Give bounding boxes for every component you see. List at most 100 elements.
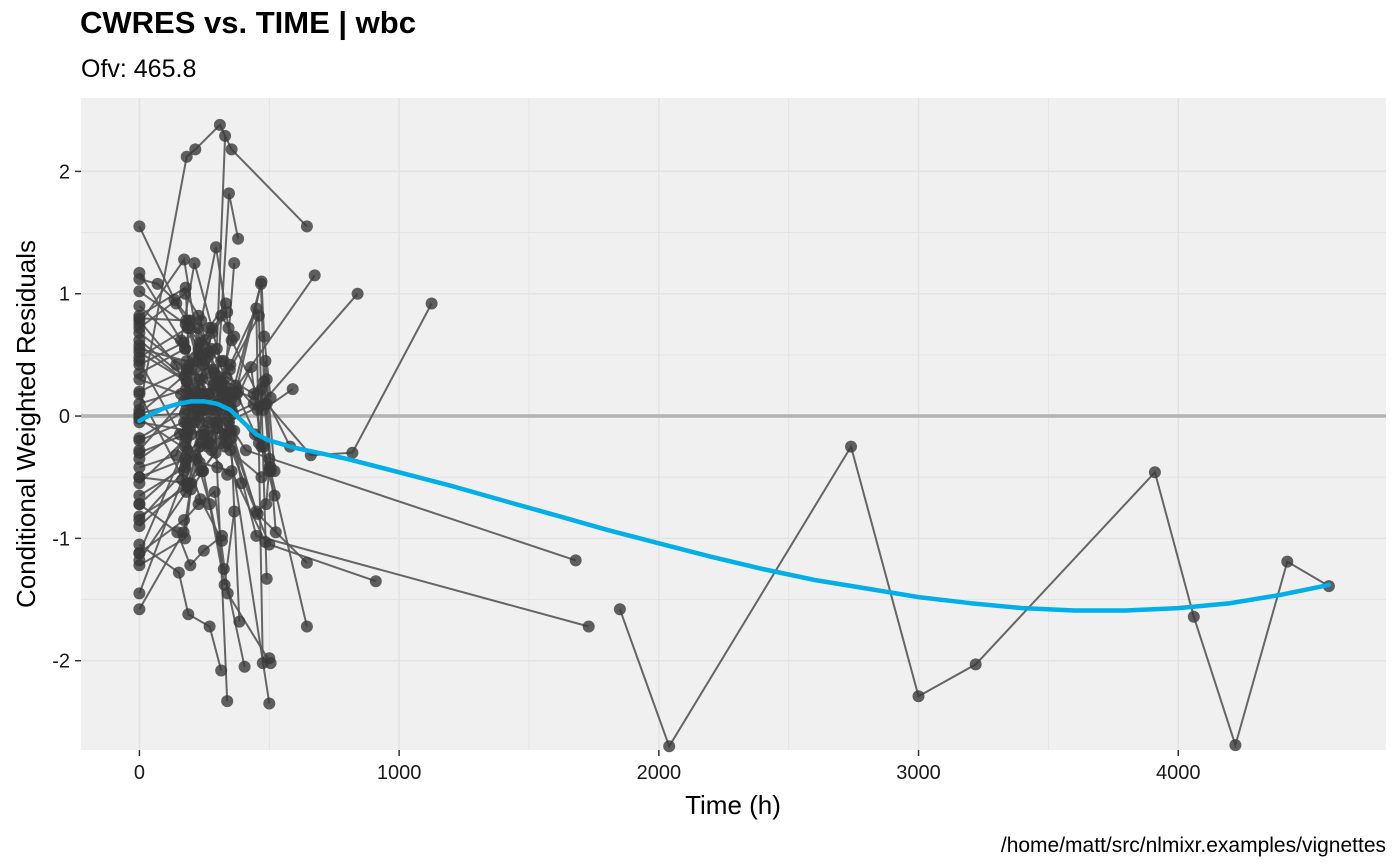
data-point — [263, 652, 276, 665]
y-tick-label: 2 — [59, 161, 70, 183]
data-point — [225, 334, 238, 347]
data-point — [226, 385, 239, 398]
data-point — [1229, 739, 1242, 752]
data-point — [238, 660, 251, 673]
data-point — [256, 403, 269, 416]
data-point — [170, 358, 183, 371]
data-point — [192, 309, 205, 322]
data-point — [133, 397, 146, 410]
data-point — [211, 385, 224, 398]
data-point — [133, 471, 146, 484]
data-point — [180, 355, 193, 367]
chart-subtitle: Ofv: 465.8 — [81, 55, 196, 83]
data-point — [351, 287, 364, 300]
data-point — [228, 505, 241, 518]
data-point — [133, 461, 146, 474]
data-point — [1281, 555, 1294, 568]
data-point — [194, 388, 207, 400]
data-point — [197, 544, 210, 557]
subject-line-8 — [138, 123, 308, 411]
data-point — [133, 385, 146, 398]
data-point — [217, 563, 230, 575]
data-point — [255, 383, 268, 396]
data-point — [221, 695, 234, 708]
data-point — [180, 363, 193, 376]
data-point — [845, 440, 857, 453]
data-point — [195, 428, 208, 441]
data-point — [233, 615, 246, 628]
subject-line-53 — [618, 444, 1330, 749]
data-point — [172, 566, 185, 579]
data-point — [168, 293, 181, 306]
data-point — [663, 740, 676, 753]
data-point — [209, 446, 222, 459]
data-point — [263, 452, 276, 465]
data-point — [219, 297, 232, 310]
data-point — [204, 342, 217, 355]
data-point — [912, 690, 925, 703]
data-point — [346, 446, 359, 459]
data-point — [235, 477, 248, 490]
y-tick-label: 1 — [59, 284, 70, 306]
data-point — [613, 603, 626, 616]
data-point — [259, 355, 272, 367]
data-point — [133, 520, 146, 533]
data-point — [189, 143, 202, 156]
data-point — [170, 449, 183, 462]
data-point — [179, 461, 192, 474]
data-point — [133, 547, 146, 560]
data-point — [192, 498, 205, 511]
data-point — [195, 465, 208, 478]
data-point — [1187, 610, 1200, 623]
data-point — [225, 143, 238, 156]
data-point — [203, 620, 216, 633]
data-point — [133, 538, 146, 551]
data-point — [133, 489, 146, 502]
data-point — [133, 273, 146, 285]
data-point — [224, 444, 237, 457]
data-point — [260, 373, 273, 386]
data-point — [250, 529, 263, 542]
x-axis-title: Time (h) — [685, 790, 781, 820]
data-point — [179, 532, 192, 545]
x-tick-label: 1000 — [377, 762, 422, 784]
data-point — [211, 461, 224, 474]
data-point — [425, 297, 438, 310]
data-point — [211, 422, 224, 435]
data-point — [179, 287, 192, 300]
data-points — [133, 118, 1335, 753]
data-point — [225, 424, 238, 437]
data-point — [180, 375, 193, 388]
data-point — [245, 361, 258, 374]
data-point — [213, 118, 226, 131]
data-point — [232, 232, 245, 245]
data-point — [203, 498, 216, 511]
y-tick-label: 0 — [59, 406, 70, 428]
data-point — [221, 587, 234, 600]
data-point — [268, 489, 281, 502]
data-point — [1148, 466, 1161, 479]
data-point — [178, 407, 191, 420]
data-point — [258, 330, 271, 343]
data-point — [133, 510, 146, 523]
data-point — [252, 437, 265, 449]
data-point — [260, 498, 273, 511]
caption: /home/matt/src/nlmixr.examples/vignettes — [1001, 834, 1386, 857]
data-point — [263, 697, 276, 710]
data-point — [177, 336, 190, 349]
data-point — [133, 373, 146, 386]
data-point — [286, 383, 299, 396]
y-tick-label: -2 — [52, 651, 70, 673]
data-point — [133, 220, 146, 233]
data-point — [133, 498, 146, 511]
data-point — [222, 322, 235, 334]
data-point — [184, 559, 197, 572]
data-point — [181, 322, 194, 334]
x-tick-label: 4000 — [1156, 762, 1201, 784]
data-point — [216, 529, 228, 542]
data-point — [219, 129, 232, 142]
data-point — [269, 526, 282, 539]
y-axis-ticks: -2 -1 0 1 2 — [52, 161, 81, 673]
y-tick-label: -1 — [52, 528, 70, 550]
